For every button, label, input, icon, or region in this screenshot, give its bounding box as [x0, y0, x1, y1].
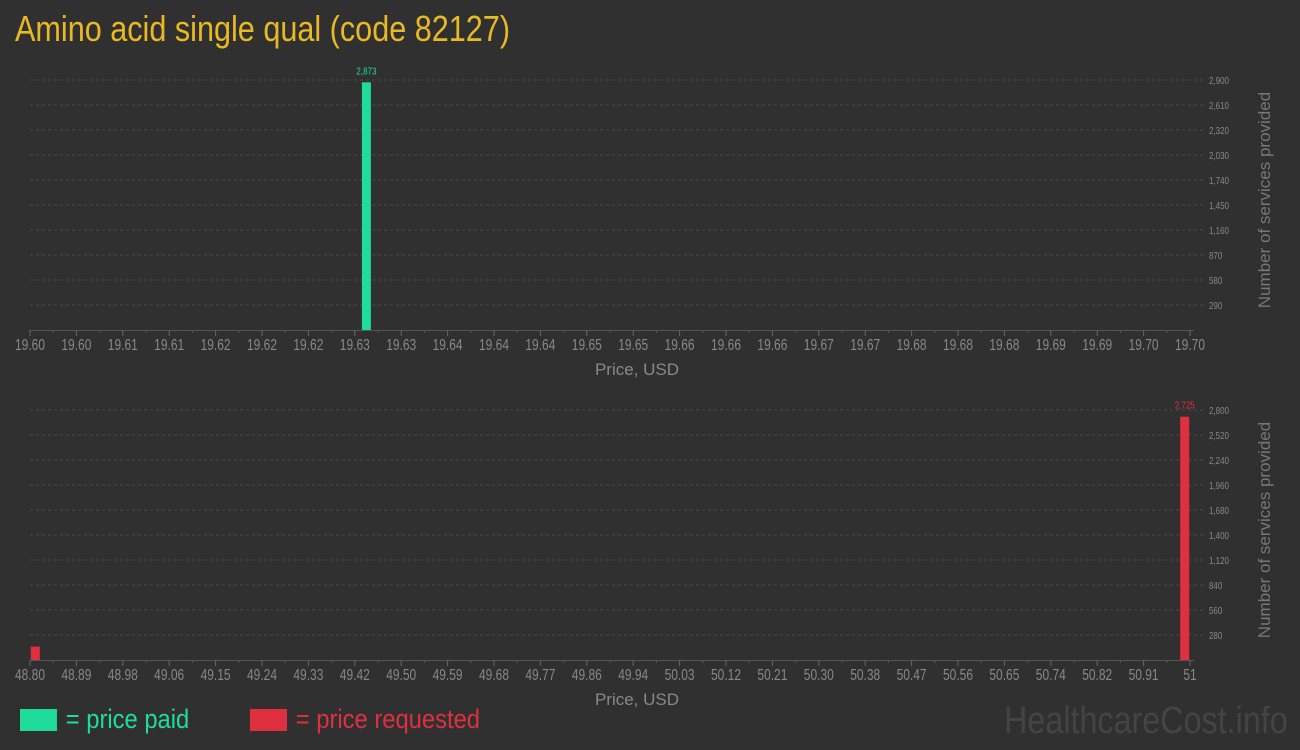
chart2-x-tick-label: 50.56	[943, 665, 973, 683]
chart2-y-tick-label: 1,680	[1209, 505, 1229, 516]
chart2-y-tick-label: 840	[1209, 580, 1222, 591]
chart1-x-tick-label: 19.62	[247, 335, 277, 353]
chart2-x-tick-label: 49.06	[154, 665, 184, 683]
legend-requested-label: = price requested	[295, 704, 481, 734]
chart1-x-tick-label: 19.66	[757, 335, 787, 353]
chart1-x-tick-label: 19.66	[711, 335, 741, 353]
chart1-x-tick-label: 19.66	[665, 335, 695, 353]
chart1-y-tick-label: 580	[1209, 275, 1222, 286]
chart2-y-tick-label: 1,120	[1209, 555, 1229, 566]
chart1-x-tick-label: 19.61	[108, 335, 138, 353]
chart2-x-tick-label: 50.82	[1082, 665, 1112, 683]
chart1-x-tick-label: 19.67	[850, 335, 880, 353]
chart1-x-tick-label: 19.63	[340, 335, 370, 353]
legend-requested-swatch	[250, 708, 287, 731]
chart1-y-tick-label: 290	[1209, 300, 1222, 311]
chart1-y-tick-label: 1,160	[1209, 225, 1229, 236]
chart2-y-tick-label: 2,520	[1209, 430, 1229, 441]
chart1-x-tick-label: 19.60	[15, 335, 45, 353]
chart2-y-axis-title: Number of services provided	[1255, 422, 1274, 638]
chart2-x-tick-label: 49.33	[293, 665, 323, 683]
chart2-y-tick-label: 1,960	[1209, 480, 1229, 491]
chart1-y-tick-label: 2,320	[1209, 125, 1229, 136]
chart2-x-tick-label: 49.15	[201, 665, 231, 683]
chart2-x-tick-label: 50.30	[804, 665, 834, 683]
chart2-y-tick-label: 280	[1209, 630, 1222, 641]
chart1-x-tick-label: 19.65	[618, 335, 648, 353]
chart2-x-tick-label: 49.77	[525, 665, 555, 683]
chart2-bar-value-label: 2,725	[1175, 400, 1195, 411]
chart1-x-tick-label: 19.67	[804, 335, 834, 353]
chart1-x-tick-label: 19.64	[433, 335, 463, 353]
chart1-y-tick-label: 870	[1209, 250, 1222, 261]
chart2-x-tick-label: 48.80	[15, 665, 45, 683]
legend-paid-label: = price paid	[65, 704, 190, 734]
chart1-x-tick-label: 19.61	[154, 335, 184, 353]
chart1-y-tick-label: 1,450	[1209, 200, 1229, 211]
chart2-x-axis-title: Price, USD	[595, 690, 679, 709]
chart2-y-tick-label: 2,240	[1209, 455, 1229, 466]
chart2-x-tick-label: 50.65	[989, 665, 1019, 683]
chart1-y-tick-label: 2,900	[1209, 75, 1229, 86]
chart1-y-tick-label: 1,740	[1209, 175, 1229, 186]
chart2-x-tick-label: 50.21	[757, 665, 787, 683]
chart2-x-tick-label: 49.42	[340, 665, 370, 683]
chart1-x-tick-label: 19.69	[1082, 335, 1112, 353]
chart2-x-tick-label: 49.94	[618, 665, 648, 683]
chart1-bar	[361, 82, 371, 331]
chart1-x-tick-label: 19.60	[61, 335, 91, 353]
chart1-x-tick-label: 19.70	[1129, 335, 1159, 353]
chart2-x-tick-label: 50.12	[711, 665, 741, 683]
chart1-x-tick-label: 19.64	[525, 335, 555, 353]
chart1-bar-value-label: 2,873	[356, 65, 376, 76]
chart1-x-tick-label: 19.62	[201, 335, 231, 353]
chart1-x-tick-label: 19.68	[989, 335, 1019, 353]
chart2-x-tick-label: 50.74	[1036, 665, 1066, 683]
chart1-x-axis-title: Price, USD	[595, 360, 679, 379]
chart1-y-axis-title: Number of services provided	[1255, 92, 1274, 308]
chart2-x-tick-label: 49.50	[386, 665, 416, 683]
chart2-bar	[1180, 416, 1190, 660]
chart2-x-tick-label: 49.86	[572, 665, 602, 683]
chart2-x-tick-label: 50.03	[665, 665, 695, 683]
chart2-y-tick-label: 1,400	[1209, 530, 1229, 541]
chart2-x-tick-label: 51	[1183, 665, 1196, 683]
chart1-x-tick-label: 19.69	[1036, 335, 1066, 353]
chart2-x-tick-label: 48.98	[108, 665, 138, 683]
chart2-x-tick-label: 50.38	[850, 665, 880, 683]
legend-paid: = price paid	[20, 704, 189, 735]
chart2-x-tick-label: 50.91	[1129, 665, 1159, 683]
chart1-x-tick-label: 19.65	[572, 335, 602, 353]
chart2-x-tick-label: 49.68	[479, 665, 509, 683]
chart2-y-tick-label: 2,800	[1209, 405, 1229, 416]
chart1-y-tick-label: 2,030	[1209, 150, 1229, 161]
chart1-y-tick-label: 2,610	[1209, 100, 1229, 111]
chart2-x-tick-label: 50.47	[897, 665, 927, 683]
chart2-bar	[30, 646, 40, 660]
chart2-y-tick-label: 560	[1209, 605, 1222, 616]
chart2-x-tick-label: 49.24	[247, 665, 277, 683]
chart2-x-tick-label: 48.89	[61, 665, 91, 683]
legend-requested: = price requested	[250, 704, 480, 735]
legend-paid-swatch	[20, 708, 57, 731]
page-title: Amino acid single qual (code 82127)	[15, 8, 511, 49]
chart2-x-tick-label: 49.59	[433, 665, 463, 683]
chart1-x-tick-label: 19.64	[479, 335, 509, 353]
chart1-x-tick-label: 19.68	[943, 335, 973, 353]
chart1-x-tick-label: 19.70	[1175, 335, 1205, 353]
chart1-x-tick-label: 19.68	[897, 335, 927, 353]
chart1-x-tick-label: 19.63	[386, 335, 416, 353]
brand-watermark: HealthcareCost.info	[1004, 700, 1288, 742]
chart1-x-tick-label: 19.62	[293, 335, 323, 353]
